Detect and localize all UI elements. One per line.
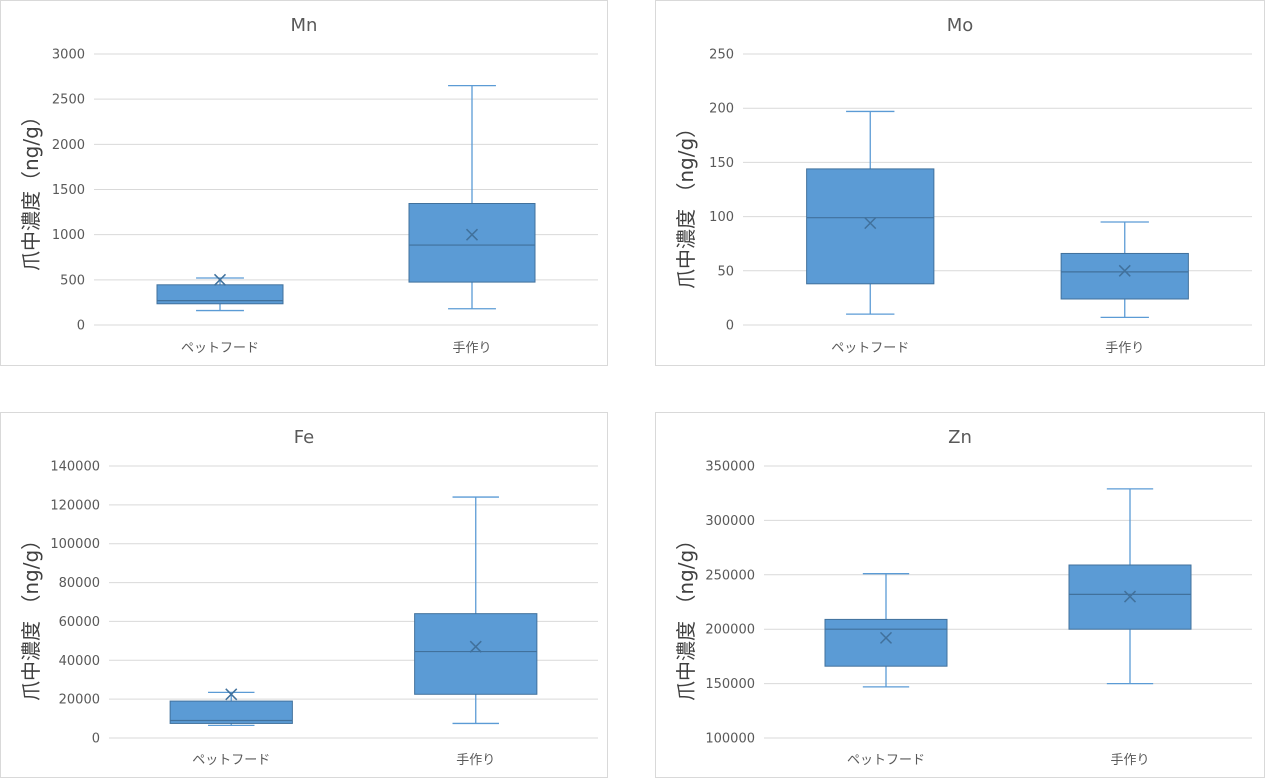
y-tick-label: 150000	[705, 677, 755, 692]
plot-area: 0 50 100 150 200 250 ペットフード 手作り	[709, 48, 1252, 356]
chart-title: Mo	[946, 15, 974, 36]
y-tick-label: 80000	[59, 576, 100, 591]
y-tick-label: 2500	[52, 93, 85, 108]
y-tick-label: 20000	[59, 693, 100, 708]
plot-area: 0 20000 40000 60000 80000 100000 120000 140000 ペ…	[50, 460, 598, 768]
chart-panel-mn: Mn 爪中濃度（ng/g） 0 500 1000 1500 2000 2500 3000 ペッ…	[0, 0, 608, 366]
y-tick-label: 100000	[705, 732, 755, 747]
mean-marker	[1118, 264, 1131, 277]
chart-panel-fe: Fe 爪中濃度 （ng/g） 0 20000 40000 60000 80000 1000…	[0, 412, 608, 778]
chart-panel-mo: Mo 爪中濃度 （ng/g） 0 50 100 150 200 250 ペットフード 手作り	[655, 0, 1265, 366]
mean-marker	[465, 228, 479, 241]
y-tick-label: 60000	[59, 615, 100, 630]
x-category-label: ペットフード	[181, 341, 259, 356]
x-category-label: 手作り	[1105, 341, 1144, 356]
y-tick-label: 1000	[52, 228, 85, 243]
x-category-label: ペットフード	[847, 753, 925, 768]
y-tick-label: 350000	[705, 460, 755, 475]
mean-marker	[864, 217, 877, 230]
box	[824, 618, 948, 667]
box	[169, 700, 293, 724]
y-tick-label: 0	[726, 319, 734, 334]
y-tick-label: 100	[709, 210, 734, 225]
y-tick-label: 1500	[52, 183, 85, 198]
y-tick-label: 2000	[52, 138, 85, 153]
y-tick-label: 120000	[50, 498, 100, 513]
box	[1060, 252, 1189, 300]
y-tick-label: 200000	[705, 623, 755, 638]
x-category-label: 手作り	[1110, 753, 1149, 768]
plot-area: 100000 150000 200000 250000 300000 350000 ペットフ…	[705, 460, 1252, 768]
y-tick-label: 300000	[705, 514, 755, 529]
box	[408, 203, 536, 283]
chart-title: Zn	[948, 427, 972, 448]
y-tick-label: 100000	[50, 537, 100, 552]
plot-area: 0 500 1000 1500 2000 2500 3000 ペットフード 手作り	[52, 48, 598, 356]
y-tick-label: 3000	[52, 48, 85, 63]
chart-panel-zn: Zn 爪中濃度 （ng/g） 100000 150000 200000 250000 3…	[655, 412, 1265, 778]
chart-title: Mn	[290, 15, 318, 36]
y-tick-label: 0	[77, 319, 85, 334]
x-category-label: 手作り	[456, 753, 495, 768]
mean-marker	[469, 640, 482, 653]
x-category-label: ペットフード	[831, 341, 909, 356]
y-tick-label: 200	[709, 102, 734, 117]
y-tick-label: 500	[60, 273, 85, 288]
y-tick-label: 50	[717, 264, 734, 279]
box	[806, 168, 935, 285]
y-tick-label: 250000	[705, 568, 755, 583]
box	[156, 284, 284, 305]
y-tick-label: 0	[92, 732, 100, 747]
y-tick-label: 250	[709, 48, 734, 63]
y-tick-label: 150	[709, 156, 734, 171]
box	[414, 613, 538, 695]
x-category-label: 手作り	[452, 341, 491, 356]
mean-marker	[225, 688, 238, 701]
mean-marker	[213, 273, 227, 286]
y-tick-label: 40000	[59, 654, 100, 669]
x-category-label: ペットフード	[192, 753, 270, 768]
chart-title: Fe	[293, 427, 315, 448]
mean-marker	[1123, 590, 1137, 603]
y-tick-label: 140000	[50, 460, 100, 475]
mean-marker	[879, 631, 893, 644]
